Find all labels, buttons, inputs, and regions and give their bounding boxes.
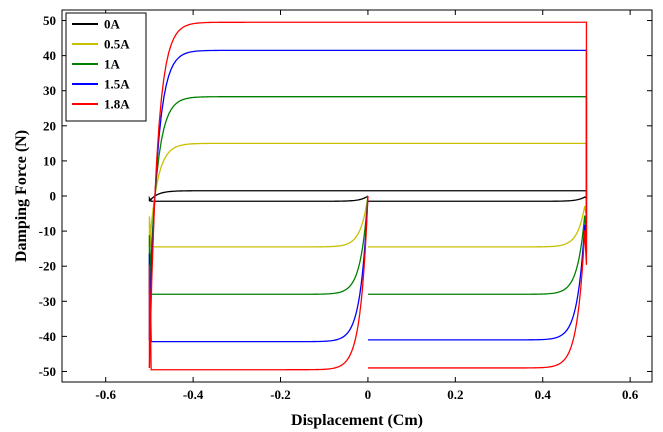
x-tick-label: -0.6 <box>95 387 116 402</box>
y-axis-title: Damping Force (N) <box>13 130 30 262</box>
y-tick-label: 20 <box>43 118 56 133</box>
x-tick-label: 0.2 <box>447 387 463 402</box>
series-line <box>148 21 588 369</box>
legend-label: 0.5A <box>104 37 130 52</box>
series-line <box>148 195 369 295</box>
series-line <box>148 195 369 343</box>
y-tick-label: -10 <box>39 224 56 239</box>
x-tick-label: -0.4 <box>183 387 204 402</box>
series-line <box>148 195 369 248</box>
legend-label: 1.5A <box>104 77 130 92</box>
series-curves <box>148 21 588 371</box>
y-axis-ticks: -50 -40 -30 -20 -10 0 10 20 30 40 50 <box>39 13 652 379</box>
x-tick-label: 0.4 <box>535 387 552 402</box>
x-tick-label: -0.2 <box>270 387 291 402</box>
y-tick-label: 30 <box>43 83 56 98</box>
series-line <box>148 96 588 295</box>
y-tick-label: -40 <box>39 329 56 344</box>
plot-frame <box>61 9 653 383</box>
y-tick-label: -30 <box>39 294 56 309</box>
x-tick-label: 0.6 <box>622 387 639 402</box>
legend: 0A 0.5A 1A 1.5A 1.8A <box>65 12 147 122</box>
series-line <box>148 190 588 202</box>
y-tick-label: -20 <box>39 259 56 274</box>
series-line <box>148 49 588 341</box>
x-axis-title: Displacement (Cm) <box>291 412 423 429</box>
legend-label: 1.8A <box>104 97 130 112</box>
y-tick-label: -50 <box>39 364 56 379</box>
x-tick-label: 0 <box>365 387 372 402</box>
x-axis-ticks: -0.6 -0.4 -0.2 0 0.2 0.4 0.6 <box>95 10 639 402</box>
series-line <box>148 195 369 371</box>
y-tick-label: 10 <box>43 153 56 168</box>
y-tick-label: 0 <box>50 189 57 204</box>
series-line <box>148 195 369 202</box>
y-tick-label: 50 <box>43 13 56 28</box>
y-tick-label: 40 <box>43 48 56 63</box>
legend-label: 1A <box>104 57 121 72</box>
series-line <box>148 142 588 248</box>
legend-label: 0A <box>104 17 121 32</box>
